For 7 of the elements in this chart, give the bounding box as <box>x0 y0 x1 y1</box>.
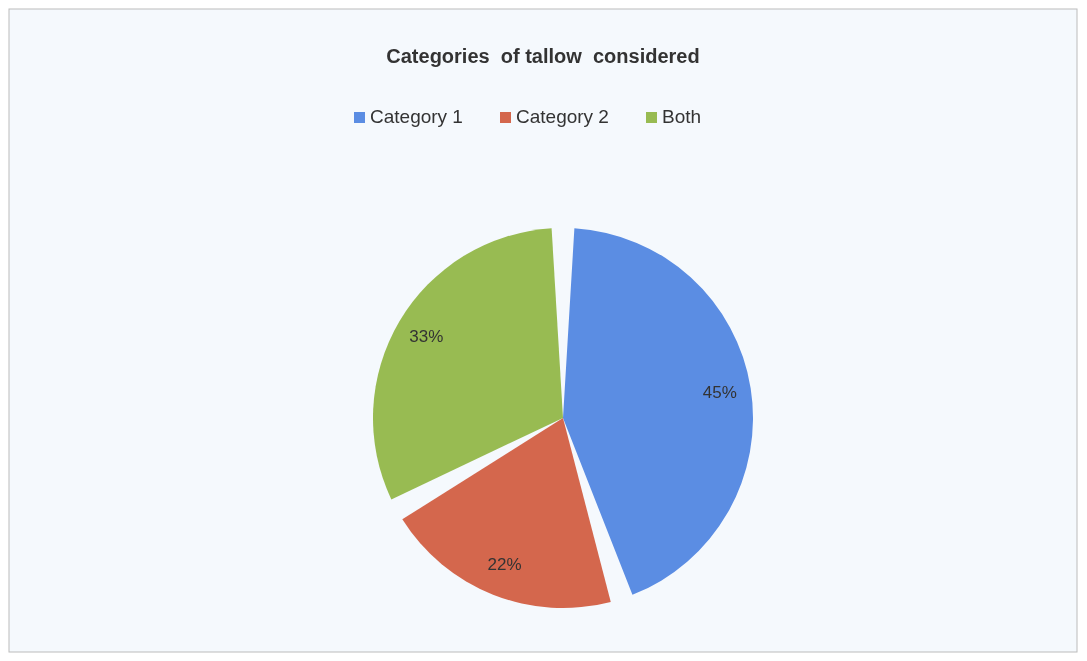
chart-title: Categories of tallow considered <box>386 45 700 67</box>
legend-label: Category 2 <box>516 106 609 128</box>
data-label: 33% <box>409 326 444 346</box>
data-label: 45% <box>702 382 737 402</box>
legend-label: Both <box>662 106 702 128</box>
data-label: 22% <box>487 555 522 575</box>
legend-label: Category 1 <box>370 106 463 128</box>
